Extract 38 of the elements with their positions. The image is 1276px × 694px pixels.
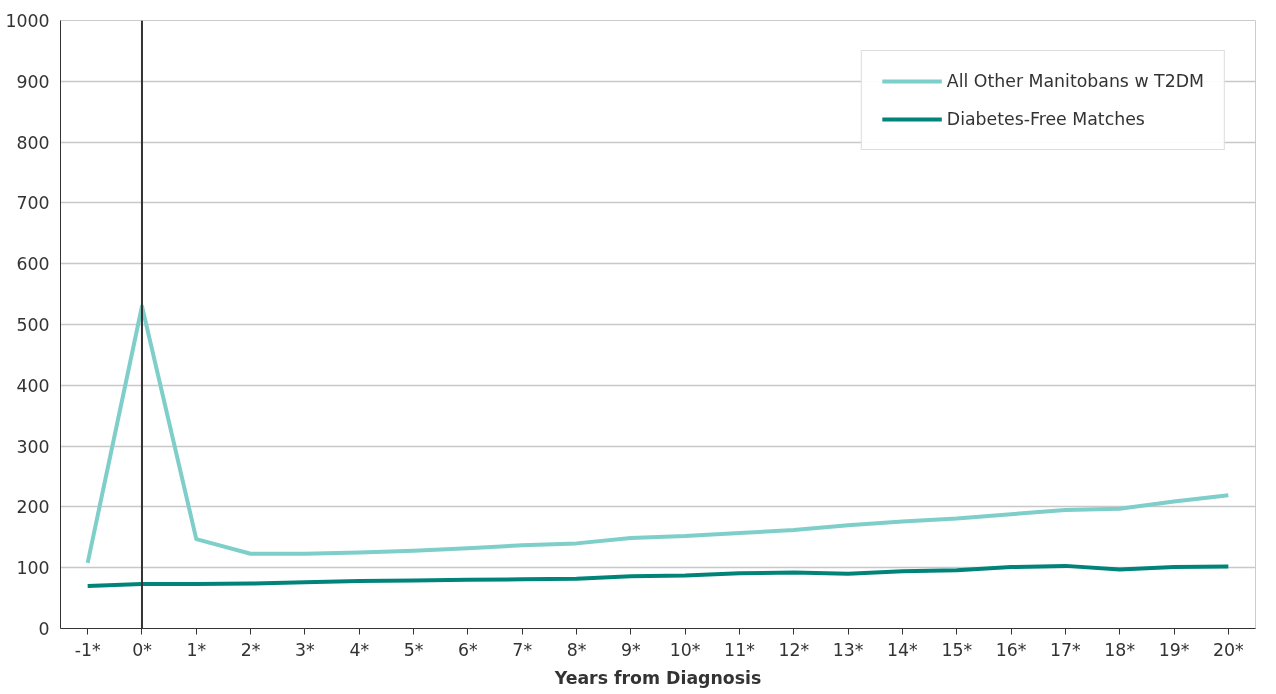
y-tick-label: 400 xyxy=(16,375,50,396)
x-tick-label: 18* xyxy=(1104,639,1136,660)
legend-label: Diabetes-Free Matches xyxy=(946,109,1145,129)
x-tick-label: -1* xyxy=(74,639,101,660)
legend-label: All Other Manitobans w T2DM xyxy=(946,71,1204,91)
y-tick-label: 300 xyxy=(16,436,50,457)
line-series xyxy=(85,563,1231,588)
y-tick-label: 800 xyxy=(16,132,50,153)
x-tick-label: 2* xyxy=(240,639,261,660)
x-tick-label: 11* xyxy=(724,639,756,660)
y-tick-label: 100 xyxy=(16,558,50,579)
y-tick-label: 600 xyxy=(16,254,50,275)
x-tick-label: 12* xyxy=(778,639,810,660)
x-tick-label: 5* xyxy=(403,639,424,660)
x-tick-label: 9* xyxy=(621,639,642,660)
x-tick-label: 19* xyxy=(1158,639,1190,660)
y-tick-label: 0 xyxy=(38,619,50,639)
x-tick-label: 17* xyxy=(1050,639,1082,660)
x-tick-label: 7* xyxy=(512,639,533,660)
y-tick-label: 200 xyxy=(16,497,50,518)
x-tick-label: 1* xyxy=(186,639,207,660)
x-tick-label: 10* xyxy=(669,639,701,660)
y-tick-label: 1000 xyxy=(5,11,50,31)
y-tick-label: 500 xyxy=(16,315,50,335)
x-tick-label: 15* xyxy=(941,639,973,660)
x-tick-label: 14* xyxy=(887,639,919,660)
x-tick-label: 8* xyxy=(566,639,587,660)
x-tick-label: 4* xyxy=(349,639,370,660)
y-tick-label: 700 xyxy=(16,193,50,214)
line-series xyxy=(85,304,1231,565)
x-tick-label: 16* xyxy=(995,639,1027,660)
x-tick-label: 6* xyxy=(458,639,479,660)
x-tick-label: 13* xyxy=(832,639,864,660)
x-tick-label: 3* xyxy=(295,639,316,660)
x-tick-label: 0* xyxy=(132,639,153,660)
x-axis-title: Years from Diagnosis xyxy=(553,667,762,688)
y-tick-label: 900 xyxy=(16,71,50,92)
x-tick-label: 20* xyxy=(1212,639,1245,660)
